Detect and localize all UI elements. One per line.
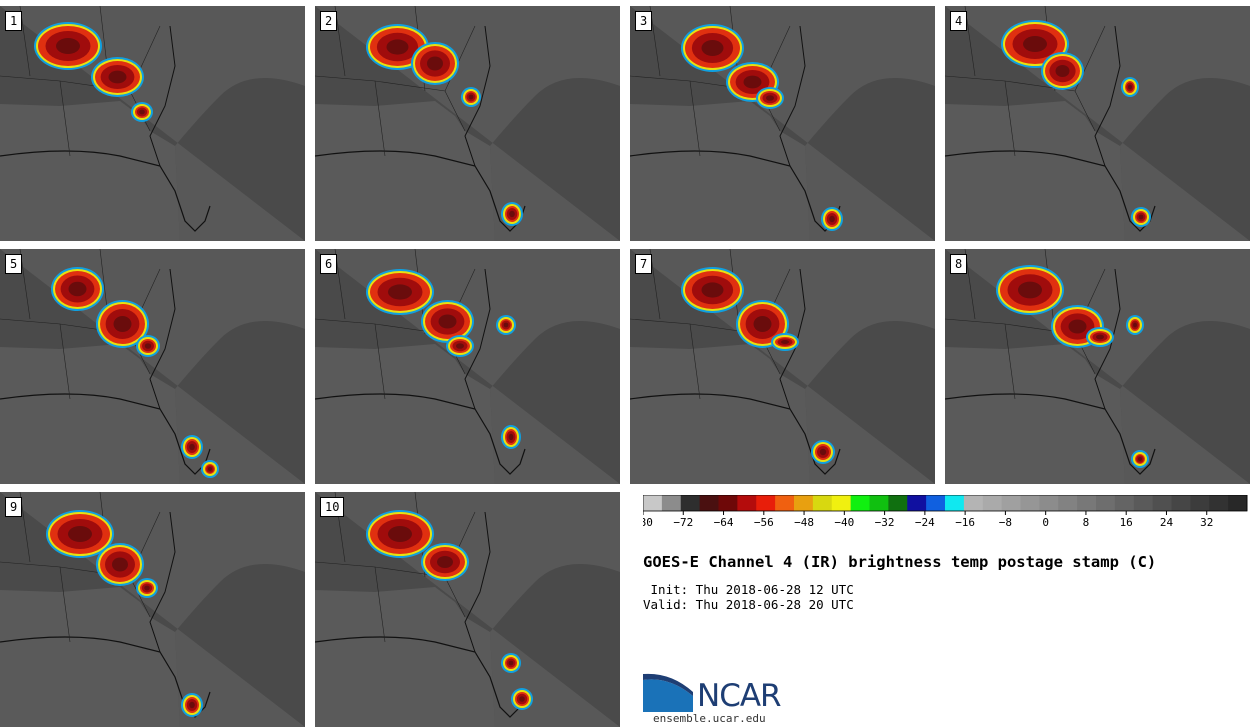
postage-stamp-panel: 2 xyxy=(315,6,620,241)
postage-stamp-panel: 3 xyxy=(630,6,935,241)
panel-number: 9 xyxy=(5,497,23,517)
colorbar-tick-label: 24 xyxy=(1160,516,1174,529)
postage-stamp-panel: 4 xyxy=(945,6,1250,241)
colorbar-swatch xyxy=(907,495,927,511)
colorbar-swatch xyxy=(661,495,682,511)
ncar-logo-icon xyxy=(643,673,693,712)
colorbar-swatch xyxy=(1058,495,1078,511)
colorbar-swatch xyxy=(869,495,889,511)
panel-number: 2 xyxy=(320,11,338,31)
colorbar-swatch xyxy=(812,495,833,511)
colorbar-swatch xyxy=(982,495,1003,511)
colorbar-tick-label: 8 xyxy=(1083,516,1090,529)
colorbar-swatch xyxy=(963,495,984,511)
postage-stamp-panel: 1 xyxy=(0,6,305,241)
colorbar-swatch xyxy=(643,495,663,511)
colorbar-tick-label: −56 xyxy=(754,516,774,529)
colorbar-swatch xyxy=(945,495,965,511)
panel-number: 8 xyxy=(950,254,968,274)
colorbar-tick-label: −80 xyxy=(643,516,653,529)
postage-stamp-panel: 8 xyxy=(945,249,1250,484)
colorbar-tick-label: 32 xyxy=(1200,516,1213,529)
panel-number: 6 xyxy=(320,254,338,274)
colorbar-swatch xyxy=(1096,495,1116,511)
postage-stamp-panel: 6 xyxy=(315,249,620,484)
colorbar-tick-label: −72 xyxy=(673,516,693,529)
colorbar-tick-label: 0 xyxy=(1042,516,1049,529)
panel-number: 1 xyxy=(5,11,23,31)
colorbar-tick-label: 16 xyxy=(1120,516,1133,529)
postage-stamp-panel: 5 xyxy=(0,249,305,484)
colorbar-swatch xyxy=(1077,495,1097,511)
colorbar-swatch xyxy=(699,495,719,511)
colorbar-tick-label: −16 xyxy=(955,516,975,529)
valid-time: Valid: Thu 2018-06-28 20 UTC xyxy=(643,597,854,612)
colorbar-tick-label: −8 xyxy=(999,516,1012,529)
colorbar-tick-label: −24 xyxy=(915,516,935,529)
colorbar-swatch xyxy=(1209,495,1229,511)
postage-stamp-panel: 9 xyxy=(0,492,305,727)
colorbar-swatch xyxy=(775,495,795,511)
colorbar-swatch xyxy=(718,495,738,511)
colorbar-swatch xyxy=(1001,495,1021,511)
colorbar-tick-label: −40 xyxy=(834,516,854,529)
colorbar-swatch xyxy=(926,495,946,511)
colorbar-tick-label: −48 xyxy=(794,516,814,529)
panel-number: 10 xyxy=(320,497,345,517)
colorbar-swatch xyxy=(1039,495,1059,511)
colorbar-swatch xyxy=(1152,495,1172,511)
panel-number: 5 xyxy=(5,254,23,274)
init-time: Init: Thu 2018-06-28 12 UTC xyxy=(643,582,854,597)
colorbar-swatch xyxy=(794,495,814,511)
figure-title: GOES-E Channel 4 (IR) brightness temp po… xyxy=(643,553,1157,571)
logo-text: NCAR xyxy=(697,678,782,714)
panel-number: 3 xyxy=(635,11,653,31)
colorbar-swatch xyxy=(737,495,757,511)
colorbar-swatch xyxy=(1020,495,1040,511)
colorbar-swatch xyxy=(1228,495,1248,511)
colorbar-tick-label: −32 xyxy=(875,516,895,529)
postage-stamp-panel: 7 xyxy=(630,249,935,484)
panel-number: 7 xyxy=(635,254,653,274)
colorbar-swatch xyxy=(1114,495,1135,511)
colorbar-swatch xyxy=(850,495,870,511)
postage-stamp-panel: 10 xyxy=(315,492,620,727)
colorbar-swatch xyxy=(831,495,852,511)
colorbar-swatch xyxy=(680,495,701,511)
colorbar-swatch xyxy=(1133,495,1154,511)
logo-url: ensemble.ucar.edu xyxy=(653,712,766,725)
colorbar-swatch xyxy=(1190,495,1210,511)
colorbar-swatch xyxy=(756,495,776,511)
colorbar-swatch xyxy=(1171,495,1191,511)
colorbar-tick-label: −64 xyxy=(714,516,734,529)
colorbar-swatch xyxy=(888,495,908,511)
panel-number: 4 xyxy=(950,11,968,31)
